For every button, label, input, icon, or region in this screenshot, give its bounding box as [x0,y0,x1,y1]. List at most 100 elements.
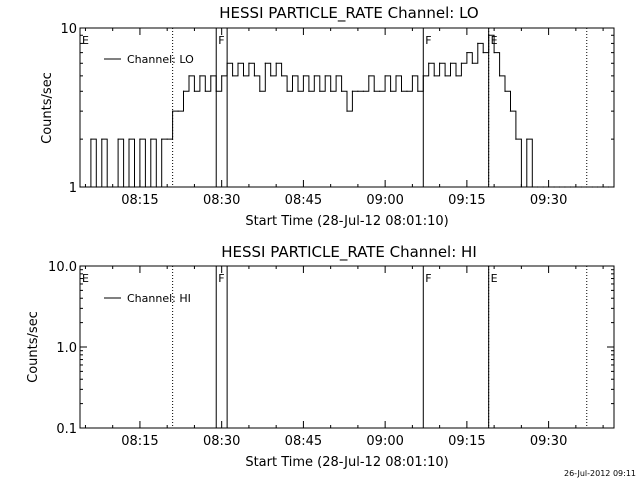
data-point-lo [259,90,261,92]
data-point-lo [133,186,136,188]
legend-label-lo: Channel: LO [127,53,194,66]
y-tick-label-lo: 1 [69,181,77,196]
data-point-lo [150,138,152,140]
data-point-lo [482,52,484,54]
data-point-lo [498,75,501,77]
data-point-lo [106,186,108,188]
panel-hi: HESSI PARTICLE_RATE Channel: HI Counts/s… [26,243,615,470]
data-point-lo [291,75,294,77]
data-point-lo [422,75,424,77]
data-point-lo [417,90,419,92]
legend-label-hi: Channel: HI [127,292,191,305]
plot-frame-lo [79,27,615,188]
data-point-lo [155,186,157,188]
x-tick-label-lo: 09:00 [366,193,403,208]
y-axis-label-hi: Counts/sec [26,311,41,383]
data-point-lo [531,186,533,188]
data-point-lo [221,75,223,77]
marker-label-lo: F [218,34,224,47]
data-point-lo [439,62,441,64]
data-point-lo [112,186,114,188]
data-point-lo [449,62,452,64]
data-point-lo [466,52,468,54]
data-point-lo [400,90,403,92]
data-point-lo [231,75,234,77]
footer-timestamp: 26-Jul-2012 09:11 [564,469,636,478]
data-point-lo [286,90,288,92]
panel-lo: HESSI PARTICLE_RATE Channel: LO Counts/s… [40,4,615,229]
data-point-lo [215,90,217,92]
data-point-lo [90,138,92,140]
data-point-lo [237,62,239,64]
data-point-lo [444,75,446,77]
data-point-lo [553,186,555,188]
x-tick-label-lo: 08:45 [285,193,322,208]
data-point-lo [95,186,97,188]
marker-label-lo: E [82,34,89,47]
x-tick-label-hi: 09:15 [448,434,485,449]
data-point-lo [602,186,604,188]
data-point-lo [226,62,228,64]
data-point-lo [455,75,457,77]
data-point-lo [248,62,250,64]
data-point-lo [373,90,375,92]
data-point-lo [166,138,168,140]
legend-hi: Channel: HI [104,292,191,305]
x-tick-label-lo: 08:30 [203,193,240,208]
data-point-lo [302,75,305,77]
data-point-lo [264,62,266,64]
chart-title-hi: HESSI PARTICLE_RATE Channel: HI [221,243,477,262]
data-point-lo [509,110,512,112]
data-point-lo [411,75,413,77]
data-point-lo [597,186,599,188]
data-point-lo [79,186,81,188]
y-tick-label-hi: 10.0 [48,260,77,275]
marker-label-hi: F [218,272,224,285]
data-point-lo [313,75,315,77]
x-tick-label-hi: 08:30 [203,434,240,449]
data-point-lo [493,52,495,54]
data-point-lo [117,138,119,140]
data-point-lo [172,110,174,112]
marker-label-hi: E [82,272,89,285]
data-point-lo [330,90,332,92]
data-point-lo [488,34,490,36]
data-point-lo [607,186,610,188]
x-tick-label-lo: 09:30 [530,193,567,208]
data-point-lo [270,75,272,77]
data-point-lo [144,186,146,188]
x-tick-label-lo: 09:15 [448,193,485,208]
data-point-lo [395,75,397,77]
data-point-lo [335,75,337,77]
data-point-lo [275,62,277,64]
legend-lo: Channel: LO [104,53,194,66]
data-point-lo [564,186,566,188]
data-point-lo [406,90,408,92]
data-point-lo [319,90,321,92]
data-point-lo [613,186,615,188]
data-point-lo [575,186,577,188]
data-point-lo [351,90,354,92]
data-point-lo [122,186,125,188]
data-point-lo [433,75,435,77]
data-point-lo [139,138,141,140]
data-point-lo [384,75,386,77]
data-point-lo [558,186,561,188]
data-point-lo [515,138,517,140]
data-point-lo [591,186,593,188]
x-tick-label-hi: 09:30 [530,434,567,449]
y-tick-label-hi: 1.0 [56,341,77,356]
data-point-lo [346,110,348,112]
data-point-lo [308,90,310,92]
data-point-lo [297,90,299,92]
data-point-lo [253,75,255,77]
data-point-lo [204,90,206,92]
x-tick-label-hi: 09:00 [366,434,403,449]
x-tick-label-hi: 08:15 [121,434,158,449]
chart-title-lo: HESSI PARTICLE_RATE Channel: LO [219,4,478,23]
data-point-lo [379,90,381,92]
data-point-lo [526,138,528,140]
series-line-lo [80,34,614,188]
data-point-lo [580,186,582,188]
